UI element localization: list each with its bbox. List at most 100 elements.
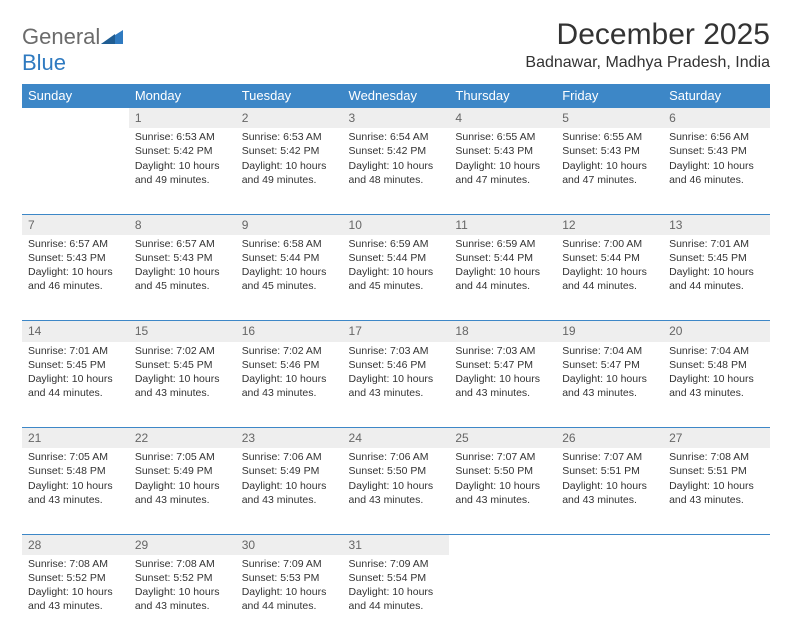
- day-cell: Sunrise: 7:06 AMSunset: 5:49 PMDaylight:…: [236, 448, 343, 534]
- day-cell: Sunrise: 6:55 AMSunset: 5:43 PMDaylight:…: [556, 128, 663, 214]
- sunrise-text: Sunrise: 7:07 AM: [455, 450, 550, 464]
- day-cell: Sunrise: 7:04 AMSunset: 5:48 PMDaylight:…: [663, 342, 770, 428]
- sunset-text: Sunset: 5:50 PM: [455, 464, 550, 478]
- day-body-row: Sunrise: 7:05 AMSunset: 5:48 PMDaylight:…: [22, 448, 770, 534]
- day-number-row: 21222324252627: [22, 428, 770, 449]
- day-cell: Sunrise: 6:59 AMSunset: 5:44 PMDaylight:…: [343, 235, 450, 321]
- daylight-text: Daylight: 10 hours and 44 minutes.: [562, 265, 657, 293]
- day-number: 29: [129, 534, 236, 555]
- month-title: December 2025: [525, 18, 770, 52]
- day-cell: Sunrise: 6:53 AMSunset: 5:42 PMDaylight:…: [236, 128, 343, 214]
- day-body-row: Sunrise: 6:57 AMSunset: 5:43 PMDaylight:…: [22, 235, 770, 321]
- daylight-text: Daylight: 10 hours and 43 minutes.: [349, 372, 444, 400]
- daylight-text: Daylight: 10 hours and 46 minutes.: [669, 159, 764, 187]
- brand-word2: Blue: [22, 50, 66, 75]
- sunset-text: Sunset: 5:54 PM: [349, 571, 444, 585]
- day-number: 18: [449, 321, 556, 342]
- sunset-text: Sunset: 5:51 PM: [562, 464, 657, 478]
- day-cell: Sunrise: 7:09 AMSunset: 5:54 PMDaylight:…: [343, 555, 450, 641]
- daylight-text: Daylight: 10 hours and 45 minutes.: [349, 265, 444, 293]
- sunrise-text: Sunrise: 7:02 AM: [135, 344, 230, 358]
- sunset-text: Sunset: 5:47 PM: [562, 358, 657, 372]
- daylight-text: Daylight: 10 hours and 43 minutes.: [242, 372, 337, 400]
- daylight-text: Daylight: 10 hours and 44 minutes.: [669, 265, 764, 293]
- sunset-text: Sunset: 5:45 PM: [28, 358, 123, 372]
- sunrise-text: Sunrise: 7:01 AM: [669, 237, 764, 251]
- sunrise-text: Sunrise: 6:58 AM: [242, 237, 337, 251]
- daylight-text: Daylight: 10 hours and 45 minutes.: [135, 265, 230, 293]
- day-cell: Sunrise: 6:54 AMSunset: 5:42 PMDaylight:…: [343, 128, 450, 214]
- daylight-text: Daylight: 10 hours and 43 minutes.: [455, 479, 550, 507]
- sunrise-text: Sunrise: 6:59 AM: [349, 237, 444, 251]
- day-number: 7: [22, 214, 129, 235]
- day-number: 11: [449, 214, 556, 235]
- day-header-row: SundayMondayTuesdayWednesdayThursdayFrid…: [22, 84, 770, 108]
- day-number: 19: [556, 321, 663, 342]
- day-number: [449, 534, 556, 555]
- daylight-text: Daylight: 10 hours and 49 minutes.: [242, 159, 337, 187]
- day-number: 22: [129, 428, 236, 449]
- day-cell: Sunrise: 7:03 AMSunset: 5:46 PMDaylight:…: [343, 342, 450, 428]
- sunrise-text: Sunrise: 6:57 AM: [28, 237, 123, 251]
- day-number: [663, 534, 770, 555]
- day-header: Sunday: [22, 84, 129, 108]
- sunrise-text: Sunrise: 7:08 AM: [135, 557, 230, 571]
- day-cell: Sunrise: 7:07 AMSunset: 5:51 PMDaylight:…: [556, 448, 663, 534]
- sunrise-text: Sunrise: 7:04 AM: [562, 344, 657, 358]
- day-number: [556, 534, 663, 555]
- sunset-text: Sunset: 5:47 PM: [455, 358, 550, 372]
- day-number: 6: [663, 108, 770, 129]
- sunset-text: Sunset: 5:48 PM: [28, 464, 123, 478]
- daylight-text: Daylight: 10 hours and 43 minutes.: [562, 372, 657, 400]
- daylight-text: Daylight: 10 hours and 43 minutes.: [28, 479, 123, 507]
- sunrise-text: Sunrise: 7:09 AM: [349, 557, 444, 571]
- day-cell: Sunrise: 6:57 AMSunset: 5:43 PMDaylight:…: [129, 235, 236, 321]
- sunset-text: Sunset: 5:42 PM: [242, 144, 337, 158]
- day-cell: [663, 555, 770, 641]
- sunrise-text: Sunrise: 7:08 AM: [28, 557, 123, 571]
- sunrise-text: Sunrise: 6:53 AM: [135, 130, 230, 144]
- day-number: 15: [129, 321, 236, 342]
- day-number: 4: [449, 108, 556, 129]
- daylight-text: Daylight: 10 hours and 43 minutes.: [135, 585, 230, 613]
- day-number: [22, 108, 129, 129]
- calendar-table: SundayMondayTuesdayWednesdayThursdayFrid…: [22, 84, 770, 641]
- day-number: 30: [236, 534, 343, 555]
- day-cell: Sunrise: 6:58 AMSunset: 5:44 PMDaylight:…: [236, 235, 343, 321]
- sunrise-text: Sunrise: 7:03 AM: [349, 344, 444, 358]
- day-cell: [22, 128, 129, 214]
- sunrise-text: Sunrise: 7:06 AM: [242, 450, 337, 464]
- sunset-text: Sunset: 5:46 PM: [242, 358, 337, 372]
- daylight-text: Daylight: 10 hours and 43 minutes.: [669, 479, 764, 507]
- sunset-text: Sunset: 5:43 PM: [669, 144, 764, 158]
- day-cell: Sunrise: 6:55 AMSunset: 5:43 PMDaylight:…: [449, 128, 556, 214]
- day-header: Thursday: [449, 84, 556, 108]
- day-number: 14: [22, 321, 129, 342]
- daylight-text: Daylight: 10 hours and 46 minutes.: [28, 265, 123, 293]
- day-cell: Sunrise: 7:00 AMSunset: 5:44 PMDaylight:…: [556, 235, 663, 321]
- day-cell: Sunrise: 6:59 AMSunset: 5:44 PMDaylight:…: [449, 235, 556, 321]
- day-body-row: Sunrise: 7:01 AMSunset: 5:45 PMDaylight:…: [22, 342, 770, 428]
- brand-logo: General Blue: [22, 18, 123, 76]
- day-number: 28: [22, 534, 129, 555]
- day-cell: Sunrise: 7:01 AMSunset: 5:45 PMDaylight:…: [663, 235, 770, 321]
- day-number: 31: [343, 534, 450, 555]
- day-number: 12: [556, 214, 663, 235]
- day-number: 5: [556, 108, 663, 129]
- daylight-text: Daylight: 10 hours and 43 minutes.: [455, 372, 550, 400]
- day-body-row: Sunrise: 6:53 AMSunset: 5:42 PMDaylight:…: [22, 128, 770, 214]
- sunrise-text: Sunrise: 6:56 AM: [669, 130, 764, 144]
- sunset-text: Sunset: 5:46 PM: [349, 358, 444, 372]
- sunrise-text: Sunrise: 7:06 AM: [349, 450, 444, 464]
- day-cell: Sunrise: 7:05 AMSunset: 5:48 PMDaylight:…: [22, 448, 129, 534]
- sunrise-text: Sunrise: 7:00 AM: [562, 237, 657, 251]
- daylight-text: Daylight: 10 hours and 43 minutes.: [242, 479, 337, 507]
- sunset-text: Sunset: 5:44 PM: [242, 251, 337, 265]
- day-number: 24: [343, 428, 450, 449]
- daylight-text: Daylight: 10 hours and 44 minutes.: [349, 585, 444, 613]
- header: General Blue December 2025 Badnawar, Mad…: [22, 18, 770, 76]
- day-number: 10: [343, 214, 450, 235]
- day-number: 27: [663, 428, 770, 449]
- day-cell: Sunrise: 7:05 AMSunset: 5:49 PMDaylight:…: [129, 448, 236, 534]
- day-cell: Sunrise: 7:02 AMSunset: 5:45 PMDaylight:…: [129, 342, 236, 428]
